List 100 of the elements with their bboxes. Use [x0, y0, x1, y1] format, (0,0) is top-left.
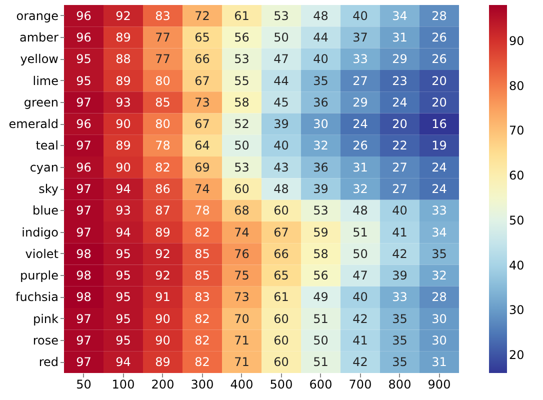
data-label: 31 — [432, 355, 447, 370]
data-label: 83 — [155, 8, 170, 23]
x-tick-label: 400 — [230, 378, 254, 392]
data-label: 20 — [392, 117, 408, 132]
data-label: 64 — [194, 138, 210, 153]
data-label: 16 — [432, 117, 447, 132]
data-label: 95 — [76, 52, 92, 66]
data-label: 53 — [274, 8, 289, 23]
data-label: 40 — [274, 138, 289, 153]
data-label: 37 — [352, 30, 368, 44]
y-tick-label: violet — [25, 246, 59, 261]
data-label: 50 — [352, 246, 368, 261]
data-label: 56 — [313, 268, 328, 283]
data-label: 98 — [76, 268, 92, 283]
data-label: 52 — [234, 117, 250, 132]
data-label: 60 — [274, 204, 289, 218]
data-label: 98 — [76, 246, 92, 261]
data-label: 93 — [116, 95, 131, 110]
y-tick-label: sky — [38, 182, 58, 196]
data-label: 27 — [392, 182, 408, 196]
data-label: 20 — [432, 74, 447, 88]
data-label: 35 — [392, 312, 408, 326]
data-label: 87 — [155, 204, 170, 218]
data-label: 33 — [432, 204, 447, 218]
data-label: 48 — [313, 8, 328, 23]
data-label: 71 — [234, 334, 250, 348]
data-label: 56 — [234, 30, 250, 44]
data-label: 28 — [432, 8, 447, 23]
data-label: 39 — [313, 182, 328, 196]
data-label: 36 — [313, 95, 328, 110]
data-label: 48 — [352, 204, 368, 218]
data-label: 44 — [274, 74, 289, 88]
data-label: 42 — [352, 312, 368, 326]
data-label: 35 — [392, 355, 408, 370]
y-tick-label: blue — [32, 204, 58, 218]
data-label: 40 — [313, 52, 328, 66]
data-label: 22 — [392, 138, 408, 153]
y-tick-label: fuchsia — [16, 290, 58, 304]
data-label: 61 — [274, 290, 289, 304]
data-label: 49 — [313, 290, 328, 304]
data-label: 96 — [76, 30, 92, 44]
data-label: 27 — [352, 74, 368, 88]
data-label: 74 — [194, 182, 210, 196]
data-label: 41 — [352, 334, 368, 348]
data-label: 77 — [155, 30, 170, 44]
data-label: 26 — [352, 138, 368, 153]
data-label: 42 — [352, 355, 368, 370]
color-bar-label: 70 — [509, 124, 524, 138]
data-label: 24 — [392, 95, 408, 110]
y-tick-label: teal — [36, 138, 58, 153]
data-label: 60 — [234, 182, 250, 196]
data-label: 50 — [234, 138, 250, 153]
x-tick-label: 700 — [348, 378, 372, 392]
data-label: 53 — [234, 52, 250, 66]
data-label: 30 — [432, 334, 447, 348]
data-label: 33 — [392, 290, 408, 304]
data-label: 58 — [313, 246, 328, 261]
data-label: 34 — [392, 8, 408, 23]
data-label: 60 — [274, 355, 289, 370]
data-label: 82 — [155, 160, 170, 174]
data-label: 51 — [313, 312, 328, 326]
data-label: 19 — [432, 138, 447, 153]
data-label: 42 — [392, 246, 408, 261]
data-label: 31 — [352, 160, 368, 174]
data-label: 82 — [194, 334, 210, 348]
color-bar-label: 60 — [509, 168, 524, 183]
y-tick-label: cyan — [30, 160, 58, 174]
data-label: 40 — [352, 8, 368, 23]
data-label: 80 — [155, 117, 170, 132]
data-label: 24 — [352, 117, 368, 132]
data-label: 35 — [432, 246, 447, 261]
y-tick-label: green — [24, 95, 58, 110]
x-tick-label: 800 — [388, 378, 412, 392]
data-label: 76 — [234, 246, 250, 261]
y-tick-label: emerald — [8, 117, 58, 132]
data-label: 31 — [392, 30, 408, 44]
data-label: 75 — [234, 268, 250, 283]
data-label: 26 — [432, 52, 447, 66]
data-label: 74 — [234, 225, 250, 240]
data-label: 26 — [432, 30, 447, 44]
data-label: 94 — [116, 225, 131, 240]
data-label: 91 — [155, 290, 170, 304]
data-label: 89 — [155, 355, 170, 370]
data-label: 58 — [234, 95, 250, 110]
data-label: 82 — [194, 225, 210, 240]
data-label: 51 — [313, 355, 328, 370]
data-label: 85 — [155, 95, 170, 110]
data-label: 97 — [76, 138, 92, 153]
data-label: 67 — [274, 225, 289, 240]
x-tick-label: 900 — [428, 378, 451, 392]
data-label: 70 — [234, 312, 250, 326]
data-label: 89 — [116, 74, 131, 88]
data-label: 97 — [76, 312, 92, 326]
data-label: 33 — [352, 52, 368, 66]
data-label: 90 — [116, 160, 131, 174]
x-tick-label: 500 — [270, 378, 293, 392]
data-label: 43 — [274, 160, 289, 174]
data-label: 82 — [194, 312, 210, 326]
data-label: 32 — [313, 138, 328, 153]
data-label: 90 — [155, 312, 170, 326]
